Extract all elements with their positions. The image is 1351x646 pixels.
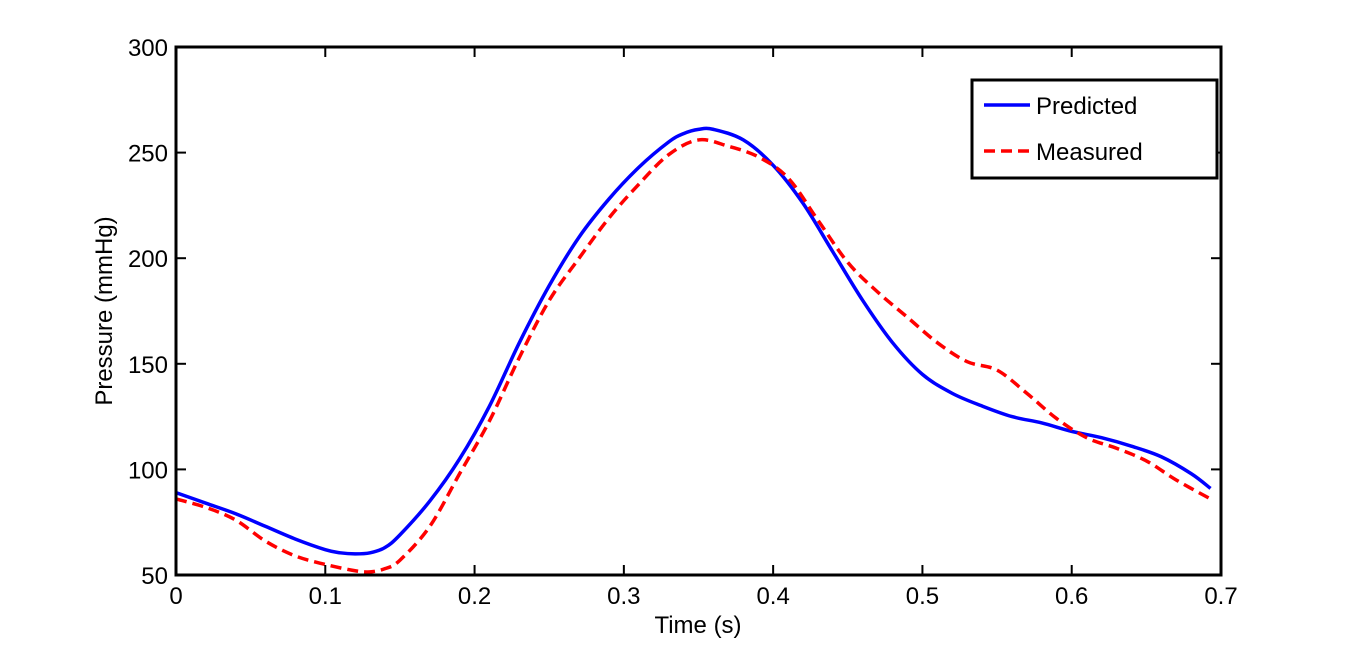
x-tick-label: 0.6 xyxy=(1055,583,1088,610)
x-axis-title: Time (s) xyxy=(654,612,741,639)
plot-frame xyxy=(174,45,1223,577)
y-tick-label: 150 xyxy=(128,352,168,379)
y-tick-label: 50 xyxy=(141,563,168,590)
x-tick-label: 0.2 xyxy=(458,583,491,610)
y-axis-title: Pressure (mmHg) xyxy=(91,216,118,405)
legend: Predicted Measured xyxy=(970,78,1219,180)
y-tick-label: 200 xyxy=(128,246,168,273)
x-tick-label: 0.3 xyxy=(607,583,640,610)
y-tick-label: 300 xyxy=(128,35,168,62)
legend-box xyxy=(970,78,1219,180)
x-tick-label: 0.1 xyxy=(309,583,342,610)
y-tick-label: 250 xyxy=(128,141,168,168)
x-tick-label: 0.4 xyxy=(756,583,789,610)
x-tick-label: 0.5 xyxy=(906,583,939,610)
legend-label-predicted: Predicted xyxy=(1036,93,1137,120)
series-line-predicted xyxy=(176,126,1212,556)
series-line-measured xyxy=(176,137,1212,574)
x-tick-label: 0 xyxy=(169,583,182,610)
x-tick-label: 0.7 xyxy=(1204,583,1237,610)
legend-label-measured: Measured xyxy=(1036,139,1143,166)
y-tick-label: 100 xyxy=(128,457,168,484)
